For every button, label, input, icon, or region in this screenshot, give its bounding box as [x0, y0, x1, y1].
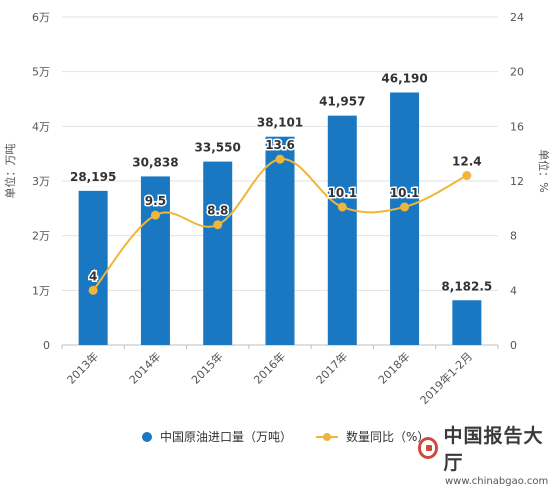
bar-value-label: 38,101: [257, 116, 303, 130]
watermark-title: 中国报告大厅: [443, 425, 544, 474]
line-series: [88, 154, 472, 295]
x-tick-label: 2019年1-2月: [417, 349, 475, 407]
x-tick-label: 2016年: [251, 349, 288, 386]
line-value-label: 8.8: [207, 204, 228, 218]
line-value-label: 13.6: [265, 138, 295, 152]
line-value-label: 10.1: [390, 186, 420, 200]
bar-value-label: 41,957: [319, 95, 365, 109]
y-left-tick-label: 2万: [32, 230, 50, 243]
x-tick-label: 2014年: [126, 349, 163, 386]
y-right-tick-label: 12: [510, 175, 524, 188]
y-left-axis-title: 单位：万吨: [3, 144, 17, 199]
y-right-tick-label: 8: [510, 230, 517, 243]
bar-value-label: 46,190: [381, 71, 427, 85]
line-value-label: 10.1: [327, 186, 357, 200]
line-point: [337, 202, 347, 212]
line-point: [88, 285, 98, 295]
line-point: [213, 220, 223, 230]
y-right-tick-label: 4: [510, 284, 517, 297]
y-right-tick-label: 24: [510, 11, 524, 24]
watermark: 中国报告大厅 www.chinabgao.com: [418, 421, 552, 487]
y-right-axis-title: 单位：%: [537, 149, 551, 192]
line-point: [275, 154, 285, 164]
x-tick-label: 2013年: [64, 349, 101, 386]
legend-bar-swatch: [142, 431, 152, 442]
data-labels: 28,195 30,838 33,550 38,101 41,957 46,190 8,18…: [70, 71, 492, 293]
bar-value-label: 30,838: [132, 155, 178, 169]
legend-bar-label: 中国原油进口量（万吨）: [160, 430, 293, 444]
bar-value-label: 8,182.5: [441, 279, 492, 293]
logo-icon: [418, 437, 439, 459]
bar: [203, 161, 233, 345]
bar: [452, 300, 482, 345]
bar: [78, 190, 108, 345]
watermark-url: www.chinabgao.com: [445, 476, 549, 487]
legend: 中国原油进口量（万吨） 数量同比（%）: [0, 428, 556, 446]
bar: [140, 176, 170, 345]
legend-item-line[interactable]: 数量同比（%）: [316, 428, 429, 445]
bar-series: [78, 92, 482, 346]
line-point: [150, 210, 160, 220]
combo-chart: 28,195 30,838 33,550 38,101 41,957 46,190 8,18…: [3, 11, 551, 407]
y-left-tick-label: 3万: [32, 175, 50, 188]
x-tick-label: 2017年: [313, 349, 350, 386]
x-tick-label: 2018年: [375, 349, 412, 386]
bar: [327, 115, 357, 345]
x-tick-label: 2015年: [188, 349, 225, 386]
legend-line-swatch: [316, 432, 338, 442]
line-value-label: 9.5: [145, 194, 166, 208]
line-value-label: 4: [89, 269, 97, 283]
line-point: [400, 202, 410, 212]
y-left-tick-label: 5万: [32, 66, 50, 79]
y-left-tick-label: 1万: [32, 284, 50, 297]
bar-value-label: 33,550: [195, 141, 241, 155]
legend-line-label: 数量同比（%）: [346, 430, 430, 444]
y-right-tick-label: 20: [510, 66, 524, 79]
y-right-tick-label: 16: [510, 120, 524, 133]
y-left-tick-label: 6万: [32, 11, 50, 24]
y-right-tick-label: 0: [510, 339, 517, 352]
bar: [265, 136, 295, 345]
line-point: [462, 171, 472, 181]
y-left-tick-label: 4万: [32, 120, 50, 133]
bar-value-label: 28,195: [70, 170, 116, 184]
bar: [390, 92, 420, 346]
legend-item-bar[interactable]: 中国原油进口量（万吨）: [142, 428, 292, 445]
line-value-label: 12.4: [452, 155, 482, 169]
y-left-tick-label: 0: [43, 339, 50, 352]
